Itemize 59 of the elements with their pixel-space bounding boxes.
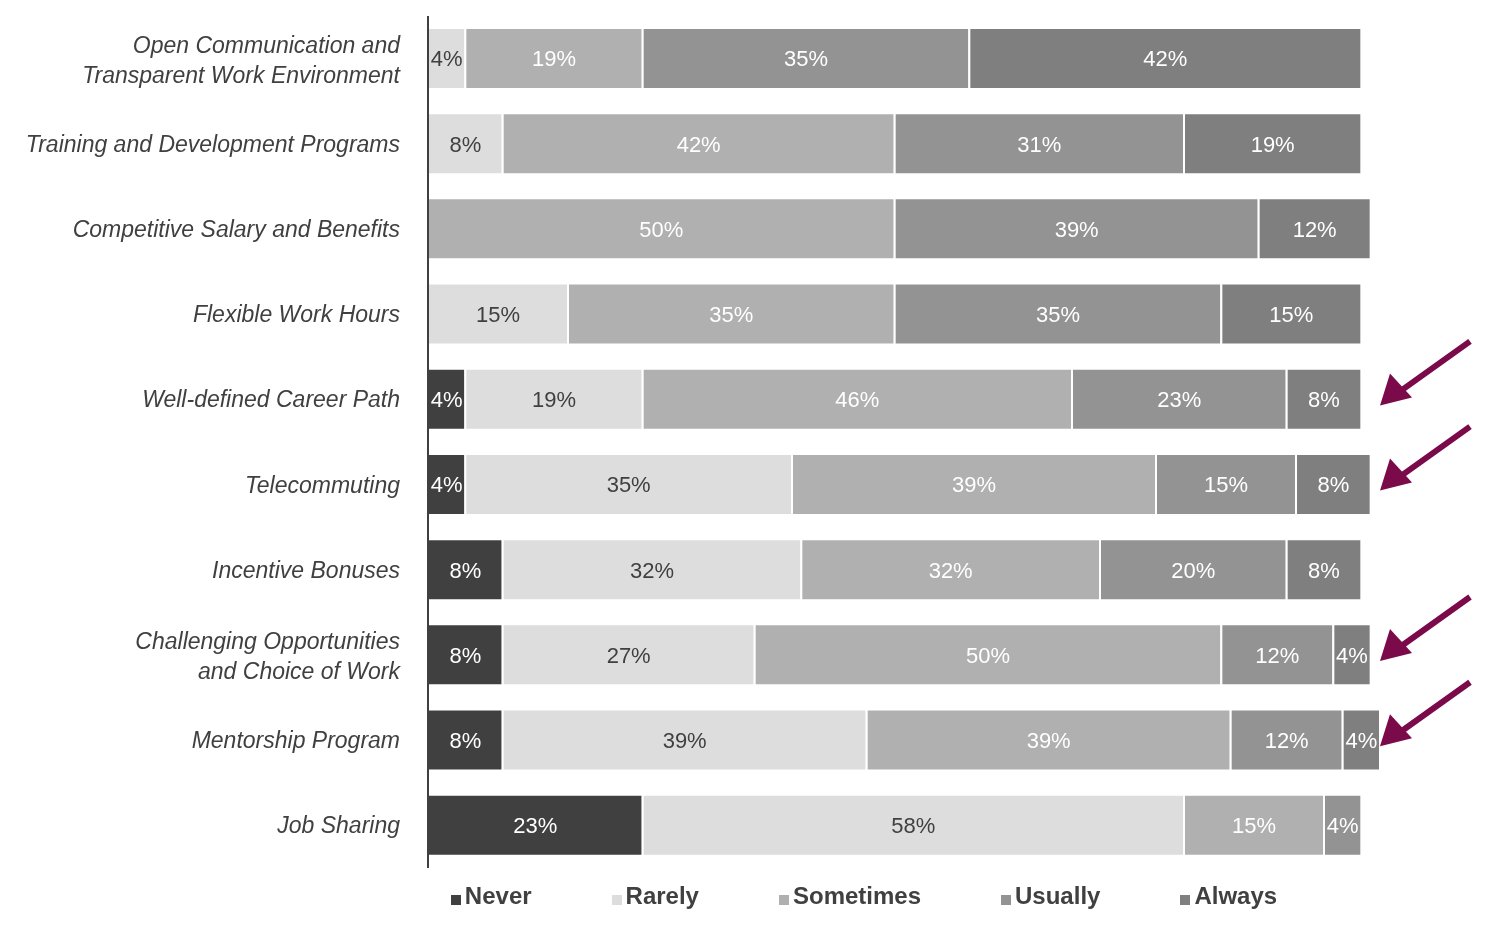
data-label: 27% [606, 642, 651, 668]
data-label: 35% [783, 46, 829, 72]
y-tick-label: Flexible Work Hours [192, 301, 401, 328]
y-tick-label: Job Sharing [276, 812, 401, 839]
data-label: 15% [475, 302, 521, 328]
y-tick-label: Telecommuting [244, 471, 401, 498]
data-label: 4% [1326, 813, 1359, 839]
data-label: 39% [662, 728, 707, 754]
data-label: 8% [449, 131, 482, 157]
data-label: 15% [1203, 472, 1249, 498]
data-label: 4% [1336, 642, 1368, 668]
data-label: 46% [835, 387, 880, 413]
y-tick-label: Competitive Salary and Benefits [72, 216, 401, 242]
y-tick-label: Training and Development Programs [25, 130, 401, 157]
data-label: 50% [965, 642, 1011, 668]
data-label: 8% [1308, 387, 1340, 413]
data-label: 23% [513, 813, 558, 839]
y-tick-label: Challenging Opportunities and Choice of Work [135, 628, 402, 684]
data-label: 8% [1308, 557, 1340, 583]
y-tick-label: Mentorship Program [191, 727, 400, 754]
legend-label: Usually [1015, 882, 1101, 909]
data-label: 4% [430, 46, 463, 72]
data-label: 12% [1264, 728, 1309, 754]
legend-label: Never [464, 882, 532, 909]
data-label: 39% [1054, 216, 1099, 242]
data-label: 32% [928, 557, 973, 583]
legend-label: Always [1194, 882, 1278, 909]
data-label: 19% [531, 46, 577, 72]
data-label: 19% [531, 387, 577, 413]
data-label: 19% [1250, 131, 1295, 157]
y-tick-label: Open Communication and Transparent Work Environment [82, 31, 402, 88]
data-label: 23% [1157, 387, 1202, 413]
data-label: 39% [1026, 728, 1071, 754]
data-label: 42% [1143, 46, 1188, 72]
y-tick-label: Incentive Bonuses [212, 556, 401, 583]
data-label: 42% [676, 131, 721, 157]
data-label: 4% [1345, 728, 1378, 754]
data-label: 50% [639, 216, 684, 242]
data-label: 35% [606, 472, 651, 498]
data-label: 15% [1269, 302, 1314, 328]
data-label: 12% [1255, 642, 1300, 668]
y-tick-label: Well-defined Career Path [142, 386, 400, 413]
data-label: 32% [629, 557, 675, 583]
data-label: 20% [1171, 557, 1216, 583]
data-label: 12% [1292, 216, 1337, 242]
data-label: 31% [1017, 131, 1062, 157]
data-label: 58% [891, 813, 936, 839]
data-label: 8% [1317, 472, 1350, 498]
data-label: 8% [449, 728, 482, 754]
data-label: 15% [1231, 813, 1277, 839]
data-label: 4% [430, 472, 463, 498]
legend-label: Sometimes [792, 882, 922, 909]
legend-label: Rarely [625, 882, 699, 909]
data-label: 8% [449, 642, 482, 668]
data-label: 8% [449, 557, 482, 583]
data-label: 35% [709, 302, 754, 328]
data-label: 4% [430, 387, 463, 413]
data-label: 39% [951, 472, 997, 498]
data-label: 35% [1035, 302, 1081, 328]
